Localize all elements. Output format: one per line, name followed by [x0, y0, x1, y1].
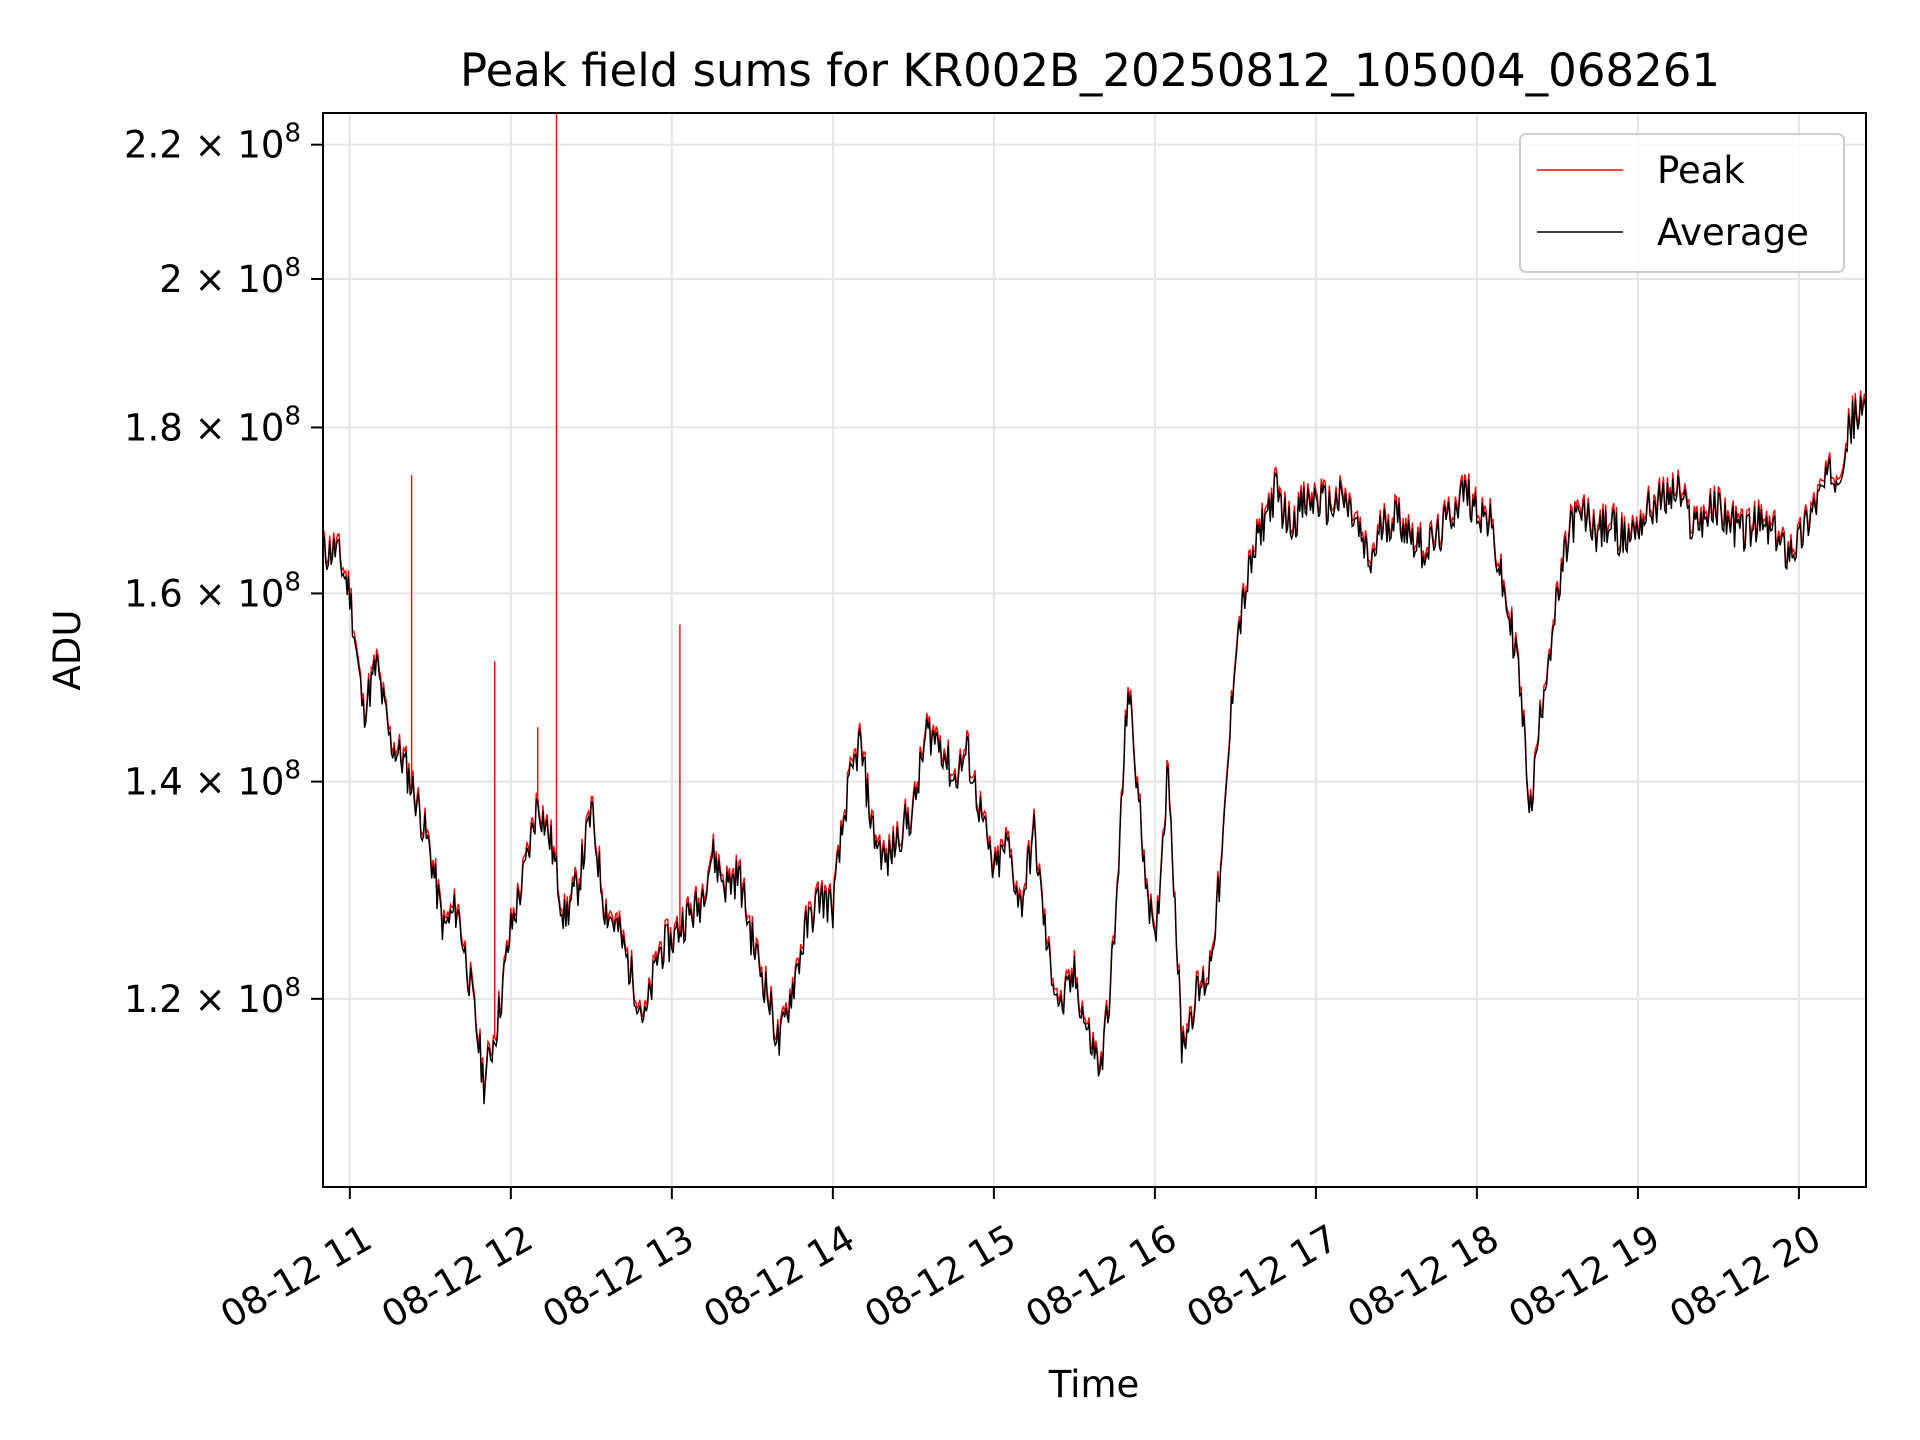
- legend-box: [1519, 133, 1845, 273]
- x-axis-label: Time: [1048, 1363, 1140, 1406]
- y-tick-label: 2.2 × 108: [124, 119, 301, 167]
- grid: [323, 113, 1866, 1187]
- y-tick-label: 2 × 108: [159, 253, 301, 301]
- y-tick-label: 1.4 × 108: [124, 756, 301, 804]
- y-axis-ticks: 1.2 × 108 1.4 × 108 1.6 × 108 1.8 × 108 2 × …: [124, 119, 323, 1021]
- legend-label-peak: Peak: [1657, 149, 1745, 192]
- y-tick-label: 1.2 × 108: [124, 973, 301, 1021]
- legend-label-average: Average: [1657, 211, 1809, 254]
- plot-frame: [322, 112, 1867, 1188]
- y-tick-label: 1.8 × 108: [124, 401, 301, 449]
- y-tick-label: 1.6 × 108: [124, 567, 301, 615]
- chart-title: Peak field sums for KR002B_20250812_1050…: [460, 44, 1720, 97]
- y-axis-label: ADU: [46, 610, 89, 691]
- series-layer: [323, 113, 1866, 1105]
- legend: Peak Average: [1519, 133, 1845, 273]
- series-line-average: [323, 396, 1866, 1105]
